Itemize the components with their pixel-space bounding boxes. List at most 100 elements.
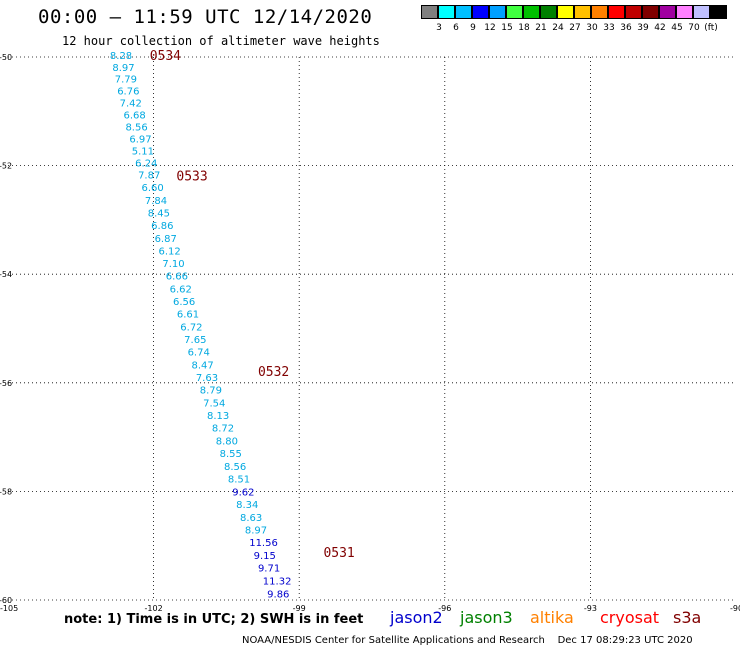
time-label: 0534 [150,49,181,64]
x-tick-label: -99 [293,604,306,613]
legend-label: 70 [688,23,700,33]
x-tick-label: -102 [145,604,163,613]
wave-height-label: 6.12 [158,246,180,257]
footer: NOAA/NESDIS Center for Satellite Applica… [242,635,693,646]
x-tick-label: -90 [730,604,740,613]
wave-height-label: 6.86 [151,221,173,232]
wave-height-label: 7.42 [120,99,142,110]
time-label: 0532 [258,365,289,380]
chart-title: 00:00 – 11:59 UTC 12/14/2020 [38,6,373,28]
wave-height-label: 8.51 [228,474,250,485]
legend-swatch [625,5,642,19]
legend-swatch [557,5,574,19]
wave-height-label: 8.80 [216,436,238,447]
note-text: note: 1) Time is in UTC; 2) SWH is in fe… [64,612,364,627]
wave-height-label: 7.65 [184,335,206,346]
wave-height-label: 6.87 [155,234,177,245]
wave-height-label: 6.56 [173,297,195,308]
legend-swatch [438,5,455,19]
legend-swatch [693,5,710,19]
legend-label: 15 [501,23,513,33]
wave-height-label: 7.10 [162,259,184,270]
legend-label: 30 [586,23,598,33]
satellite-altika-label: altika [530,608,574,627]
legend-label: 9 [470,23,476,33]
legend-label: 45 [671,23,683,33]
wave-height-label: 8.79 [200,385,222,396]
legend-swatch [659,5,676,19]
y-tick-label: -56 [0,379,12,388]
wave-height-label: 8.55 [220,449,242,460]
wave-height-label: 7.63 [196,373,218,384]
wave-height-label: 9.62 [232,487,254,498]
satellite-jason3-label: jason3 [460,608,513,627]
wave-height-label: 9.71 [258,563,280,574]
wave-height-label: 6.76 [117,87,139,98]
wave-height-label: 8.13 [207,411,229,422]
wave-height-label: 6.72 [180,322,202,333]
wave-height-label: 7.79 [115,75,137,86]
legend-label: 39 [637,23,649,33]
wave-height-label: 9.86 [267,589,289,600]
legend-label: (ft) [704,23,718,33]
wave-height-label: 9.15 [254,551,276,562]
wave-height-label: 8.97 [245,525,267,536]
y-tick-label: -52 [0,162,12,171]
legend-swatch [608,5,625,19]
legend-swatch [591,5,608,19]
y-tick-label: -50 [0,53,12,62]
legend-label: 33 [603,23,615,33]
legend-swatch [710,5,727,19]
legend-swatch [472,5,489,19]
wave-height-label: 8.56 [125,123,147,134]
wave-height-label: 11.56 [249,538,278,549]
wave-height-label: 6.24 [135,158,157,169]
legend-swatch [676,5,693,19]
wave-height-label: 6.68 [124,111,146,122]
wave-height-label: 6.74 [188,347,210,358]
wave-height-label: 11.32 [263,576,292,587]
wave-height-label: 7.84 [145,196,167,207]
legend-swatch [540,5,557,19]
wave-height-label: 8.56 [224,462,246,473]
footer-credit: NOAA/NESDIS Center for Satellite Applica… [242,635,545,646]
wave-height-label: 6.66 [166,271,188,282]
wave-height-label: 8.97 [112,63,134,74]
x-tick-label: -96 [438,604,451,613]
legend-label: 6 [453,23,459,33]
wave-height-label: 8.47 [191,360,213,371]
legend-swatch [455,5,472,19]
wave-height-label: 8.34 [236,500,258,511]
wave-height-label: 6.62 [170,284,192,295]
legend-label: 24 [552,23,564,33]
time-label: 0531 [323,546,354,561]
legend-label: 12 [484,23,496,33]
wave-height-label: 6.61 [177,309,199,320]
y-tick-label: -58 [0,487,12,496]
wave-height-label: 8.63 [240,513,262,524]
satellite-jason2-label: jason2 [390,608,443,627]
legend-swatch [421,5,438,19]
x-tick-label: -105 [0,604,18,613]
legend-label: 21 [535,23,547,33]
legend-swatch [506,5,523,19]
y-tick-label: -54 [0,270,12,279]
legend-label: 36 [620,23,632,33]
legend-swatch [574,5,591,19]
legend-swatch [489,5,506,19]
legend-label: 18 [518,23,530,33]
legend-swatch [642,5,659,19]
footer-timestamp: Dec 17 08:29:23 UTC 2020 [557,635,693,646]
y-tick-label: -60 [0,596,12,605]
satellite-s3a-label: s3a [673,608,702,627]
wave-height-label: 8.45 [148,208,170,219]
x-tick-label: -93 [584,604,597,613]
wave-height-label: 5.11 [132,146,154,157]
legend-label: 27 [569,23,581,33]
wave-height-label: 7.54 [203,398,225,409]
satellite-cryosat-label: cryosat [600,608,660,627]
wave-height-label: 6.97 [129,134,151,145]
wave-height-label: 8.72 [212,423,234,434]
legend-label: 3 [436,23,442,33]
